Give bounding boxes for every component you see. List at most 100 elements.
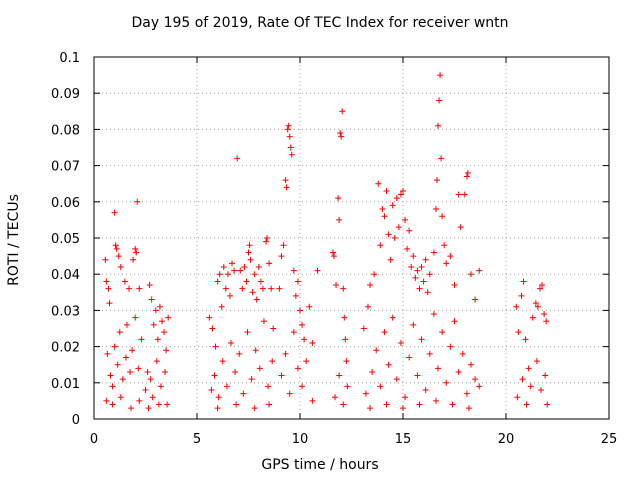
data-point-0-23	[122, 354, 129, 361]
data-point-0-134	[330, 253, 337, 260]
data-point-0-97	[252, 347, 259, 354]
data-point-0-73	[246, 242, 253, 249]
x-tick-label-3: 15	[395, 432, 412, 447]
data-point-0-141	[340, 285, 347, 292]
data-point-0-70	[241, 263, 248, 270]
data-point-0-45	[163, 347, 170, 354]
data-point-0-53	[145, 405, 152, 412]
data-point-0-179	[430, 249, 437, 256]
data-point-0-115	[288, 151, 295, 158]
data-point-0-6	[113, 245, 120, 252]
data-point-0-7	[115, 253, 122, 260]
data-point-0-75	[249, 289, 256, 296]
y-tick-label-7: 0.07	[51, 160, 80, 175]
data-point-0-250	[527, 383, 534, 390]
data-point-0-57	[212, 343, 219, 350]
data-point-0-37	[146, 282, 153, 289]
data-point-0-203	[381, 329, 388, 336]
data-point-0-231	[432, 397, 439, 404]
data-point-0-81	[263, 238, 270, 245]
data-point-0-74	[247, 256, 254, 263]
data-point-0-52	[164, 401, 171, 408]
data-point-0-242	[534, 303, 541, 310]
data-point-0-229	[400, 405, 406, 412]
data-point-0-123	[309, 339, 316, 346]
data-point-0-16	[104, 350, 111, 357]
data-point-0-120	[299, 321, 306, 328]
data-point-0-230	[416, 401, 423, 408]
data-point-0-19	[111, 343, 118, 350]
data-point-0-8	[117, 263, 124, 270]
y-axis-label: ROTI / TECUs	[6, 194, 22, 286]
y-tick-label-8: 0.08	[51, 123, 80, 138]
data-point-0-56	[209, 325, 216, 332]
data-point-0-158	[385, 231, 392, 238]
data-point-0-236	[518, 292, 525, 299]
data-point-0-96	[248, 376, 255, 383]
data-point-0-35	[142, 387, 149, 394]
data-point-0-14	[134, 198, 141, 205]
data-point-0-41	[154, 336, 161, 343]
data-point-0-76	[251, 271, 258, 278]
data-point-0-240	[529, 314, 536, 321]
data-point-0-77	[253, 296, 260, 303]
data-point-0-135	[333, 282, 340, 289]
data-point-0-46	[165, 314, 172, 321]
data-point-0-119	[297, 307, 303, 314]
data-point-0-168	[406, 227, 413, 234]
plot-border	[93, 56, 610, 420]
data-point-0-218	[443, 379, 450, 386]
x-tick-label-1: 5	[193, 432, 201, 447]
data-point-0-243	[536, 285, 543, 292]
data-point-0-186	[439, 213, 446, 220]
data-point-0-189	[447, 253, 454, 260]
data-point-0-249	[523, 401, 530, 408]
data-point-0-224	[467, 361, 474, 368]
data-point-0-67	[234, 155, 241, 162]
data-point-0-143	[342, 336, 349, 343]
data-point-0-162	[393, 195, 400, 202]
data-point-0-43	[158, 318, 165, 325]
x-axis-label: GPS time / hours	[261, 457, 379, 473]
data-point-0-235	[515, 329, 522, 336]
data-point-0-110	[283, 184, 290, 191]
data-point-0-63	[224, 271, 231, 278]
data-point-0-117	[292, 292, 299, 299]
data-point-0-113	[286, 133, 293, 140]
y-tick-label-9: 0.09	[51, 87, 80, 102]
x-tick-label-5: 25	[601, 432, 618, 447]
y-tick-label-10: 0.1	[59, 51, 80, 66]
y-tick-label-3: 0.03	[51, 304, 80, 319]
data-point-0-198	[476, 267, 483, 274]
data-point-0-118	[294, 278, 301, 285]
data-point-0-100	[265, 383, 272, 390]
x-tick-label-2: 10	[292, 432, 309, 447]
data-point-0-237	[520, 278, 527, 285]
data-point-0-79	[257, 278, 264, 285]
data-point-0-205	[389, 314, 396, 321]
data-point-0-3	[106, 300, 113, 307]
data-point-0-22	[119, 376, 126, 383]
data-point-0-5	[112, 242, 119, 249]
data-point-0-89	[219, 358, 226, 365]
data-point-0-137	[336, 216, 343, 223]
data-point-0-145	[332, 394, 339, 401]
data-point-0-58	[214, 278, 221, 285]
data-point-0-91	[227, 339, 234, 346]
data-point-0-202	[377, 383, 384, 390]
data-point-0-68	[237, 267, 244, 274]
data-point-0-80	[259, 285, 266, 292]
data-point-0-248	[519, 376, 526, 383]
data-point-0-140	[339, 108, 346, 115]
data-point-0-146	[336, 372, 343, 379]
y-tick-label-6: 0.06	[51, 196, 80, 211]
data-point-0-175	[420, 278, 427, 285]
data-point-0-49	[153, 358, 160, 365]
x-tick-label-0: 0	[90, 432, 98, 447]
data-point-0-217	[439, 329, 446, 336]
data-point-0-173	[416, 285, 423, 292]
data-point-0-124	[314, 267, 321, 274]
data-point-0-61	[220, 263, 227, 270]
data-point-0-209	[406, 354, 413, 361]
